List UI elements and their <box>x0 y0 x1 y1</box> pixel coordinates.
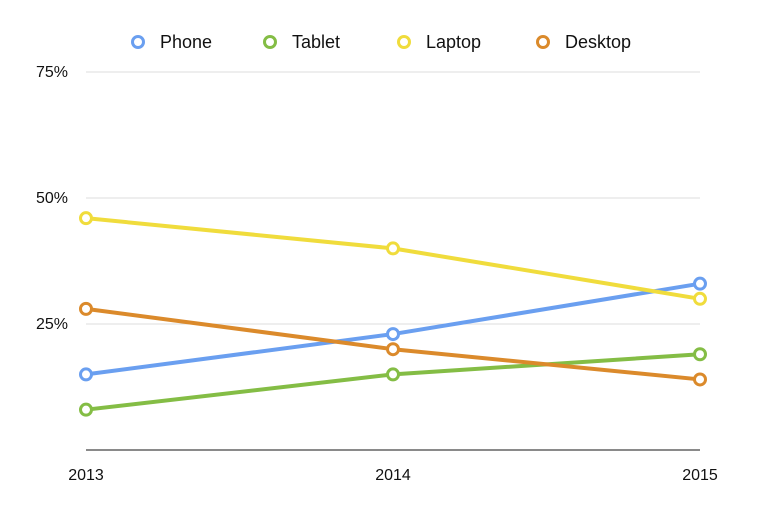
series-laptop <box>79 211 707 306</box>
legend-label: Tablet <box>292 32 340 52</box>
data-point <box>79 301 93 316</box>
series-desktop <box>79 301 707 387</box>
data-point <box>79 211 93 226</box>
series-line <box>85 216 701 301</box>
legend-label: Phone <box>160 32 212 52</box>
data-point <box>693 347 707 362</box>
series-phone <box>79 276 707 382</box>
gridlines <box>86 71 700 451</box>
data-point <box>693 372 707 387</box>
legend-marker <box>263 35 277 49</box>
legend-entry: Laptop <box>397 32 481 52</box>
data-point <box>386 327 400 342</box>
legend-marker <box>536 35 550 49</box>
legend-entry: Desktop <box>536 32 631 52</box>
legend-label: Desktop <box>565 32 631 52</box>
y-tick-label: 50% <box>36 190 68 207</box>
y-tick-label: 25% <box>36 316 68 333</box>
x-tick-label: 2015 <box>682 467 718 484</box>
data-point <box>386 241 400 256</box>
data-point <box>79 367 93 382</box>
x-tick-label: 2014 <box>375 467 411 484</box>
legend-marker <box>131 35 145 49</box>
y-axis-ticks: 25% 50% 75% <box>36 64 68 333</box>
legend-label: Laptop <box>426 32 481 52</box>
x-axis-ticks: 2013 2014 2015 <box>68 467 718 484</box>
series-tablet <box>79 347 707 417</box>
y-tick-label: 75% <box>36 64 68 81</box>
legend: Phone Tablet Laptop Desktop <box>131 32 631 52</box>
series-lines <box>79 211 707 417</box>
data-point <box>693 291 707 306</box>
legend-entry: Tablet <box>263 32 340 52</box>
data-point <box>79 402 93 417</box>
data-point <box>386 367 400 382</box>
legend-marker <box>397 35 411 49</box>
legend-entry: Phone <box>131 32 212 52</box>
data-point <box>386 342 400 357</box>
data-point <box>693 276 707 291</box>
x-tick-label: 2013 <box>68 467 104 484</box>
